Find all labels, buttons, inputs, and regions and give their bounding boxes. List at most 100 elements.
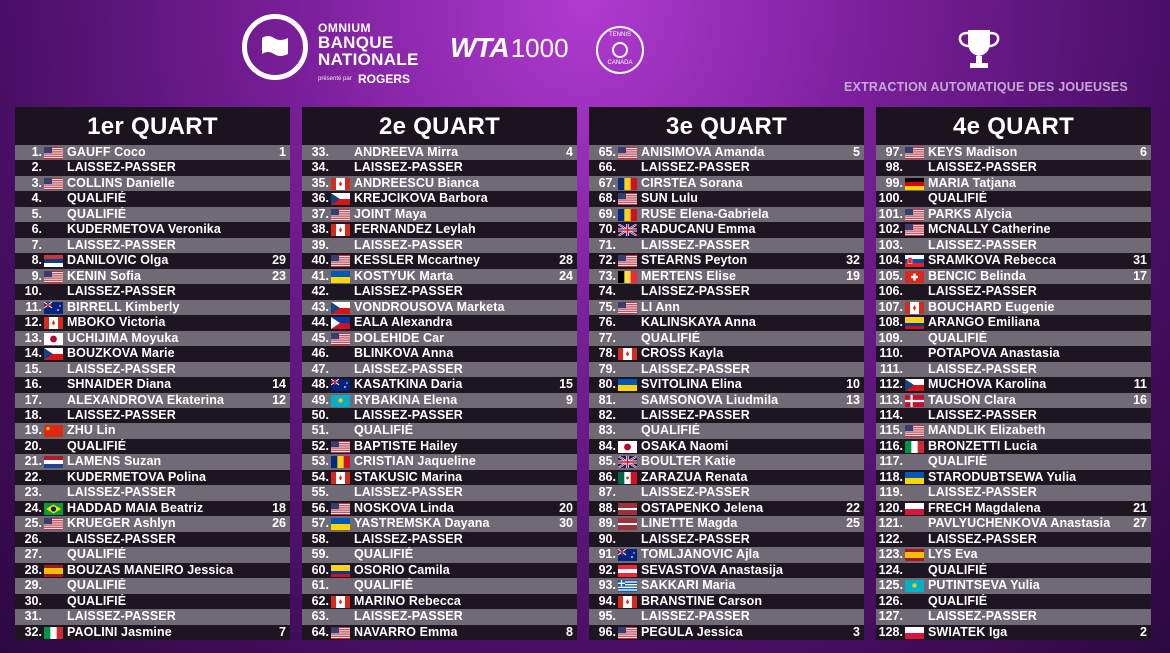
draw-position: 22.	[24, 469, 42, 484]
draw-row: 51. QUALIFIÉ	[302, 423, 577, 439]
draw-row: 64. NAVARRO Emma 8	[302, 624, 577, 640]
seed-number: 3	[853, 624, 860, 639]
draw-row: 14. BOUZKOVA Marie	[15, 346, 290, 362]
quarter-1-panel: 1er QUART 1. GAUFF Coco 1 2. LAISSEZ-PASSER 3…	[15, 107, 290, 640]
draw-row: 7. LAISSEZ-PASSER	[15, 237, 290, 254]
flag-spain-icon	[44, 564, 63, 577]
flag-latvia-icon	[618, 502, 637, 515]
draw-position: 18.	[24, 407, 42, 422]
draw-row: 59. QUALIFIÉ	[302, 547, 577, 563]
seed-number: 28	[559, 253, 573, 268]
player-name: QUALIFIÉ	[641, 330, 701, 345]
draw-position: 56.	[311, 500, 329, 515]
draw-row: 60. OSORIO Camila	[302, 562, 577, 579]
draw-position: 16.	[24, 377, 42, 392]
player-name: BLINKOVA Anna	[354, 346, 454, 361]
flag-romania-icon	[618, 208, 637, 221]
draw-position: 9.	[31, 268, 42, 283]
draw-row: 29. QUALIFIÉ	[15, 578, 290, 594]
draw-position: 109.	[878, 330, 903, 345]
draw-row: 72. STEARNS Peyton 32	[589, 253, 864, 269]
draw-row: 15. LAISSEZ-PASSER	[15, 361, 290, 378]
flag-canada-icon	[331, 224, 350, 237]
draw-position: 63.	[311, 609, 329, 624]
player-name: RUSE Elena-Gabriela	[641, 206, 769, 221]
draw-position: 54.	[311, 469, 329, 484]
draw-row: 104. SRAMKOVA Rebecca 31	[876, 253, 1151, 269]
player-name: PUTINTSEVA Yulia	[928, 578, 1040, 593]
flag-japan-icon	[618, 440, 637, 453]
player-name: QUALIFIÉ	[354, 578, 414, 593]
draw-position: 71.	[598, 237, 616, 252]
draw-row: 75. LI Ann	[589, 299, 864, 316]
draw-position: 37.	[311, 206, 329, 221]
draw-position: 123.	[878, 547, 903, 562]
player-name: BRONZETTI Lucia	[928, 438, 1038, 453]
quarter-3-rows: 65. ANISIMOVA Amanda 5 66. LAISSEZ-PASSER 67.…	[589, 145, 864, 640]
draw-position: 127.	[878, 609, 903, 624]
player-name: DOLEHIDE Car	[354, 330, 445, 345]
player-name: BENCIC Belinda	[928, 268, 1026, 283]
flag-canada-icon	[44, 317, 63, 330]
draw-row: 57. YASTREMSKA Dayana 30	[302, 516, 577, 532]
seed-number: 1	[279, 145, 286, 159]
draw-row: 44. EALA Alexandra	[302, 315, 577, 331]
draw-row: 92. SEVASTOVA Anastasija	[589, 562, 864, 579]
draw-row: 124. QUALIFIÉ	[876, 562, 1151, 579]
player-name: KREJCIKOVA Barbora	[354, 191, 488, 206]
draw-position: 100.	[878, 191, 903, 206]
draw-position: 73.	[598, 268, 616, 283]
quarter-2-rows: 33. ANDREEVA Mirra 4 34. LAISSEZ-PASSER 35. AN…	[302, 145, 577, 640]
draw-position: 55.	[311, 485, 329, 500]
flag-uk-icon	[618, 224, 637, 237]
draw-position: 14.	[24, 346, 42, 361]
draw-position: 50.	[311, 407, 329, 422]
draw-position: 53.	[311, 454, 329, 469]
player-name: LAISSEZ-PASSER	[354, 485, 463, 500]
draw-row: 61. QUALIFIÉ	[302, 578, 577, 594]
flag-japan-icon	[44, 332, 63, 345]
quarter-4-title: 4e QUART	[876, 107, 1151, 145]
seed-number: 27	[1133, 516, 1147, 531]
player-name: CIRSTEA Sorana	[641, 175, 743, 190]
sponsor-line-1: OMNIUM	[318, 21, 371, 35]
player-name: LINETTE Magda	[641, 516, 738, 531]
sponsor-line-2: BANQUE	[318, 33, 394, 52]
flag-usa-icon	[905, 208, 924, 221]
player-name: PAOLINI Jasmine	[67, 624, 172, 639]
player-name: STAKUSIC Marina	[354, 469, 463, 484]
draw-position: 104.	[878, 253, 903, 268]
player-name: KEYS Madison	[928, 145, 1018, 159]
draw-row: 63. LAISSEZ-PASSER	[302, 609, 577, 625]
draw-position: 38.	[311, 222, 329, 237]
draw-row: 113. TAUSON Clara 16	[876, 392, 1151, 408]
draw-position: 79.	[598, 361, 616, 376]
draw-position: 105.	[878, 268, 903, 283]
draw-row: 37. JOINT Maya	[302, 206, 577, 223]
draw-row: 70. RADUCANU Emma	[589, 222, 864, 238]
player-name: KALINSKAYA Anna	[641, 315, 756, 330]
draw-position: 94.	[598, 593, 616, 608]
draw-position: 25.	[24, 516, 42, 531]
player-name: SWIATEK Iga	[928, 624, 1008, 639]
draw-row: 69. RUSE Elena-Gabriela	[589, 206, 864, 223]
player-name: LYS Eva	[928, 547, 978, 562]
draw-position: 90.	[598, 531, 616, 546]
player-name: TAUSON Clara	[928, 392, 1016, 407]
player-name: LAISSEZ-PASSER	[641, 407, 750, 422]
draw-row: 43. VONDROUSOVA Marketa	[302, 299, 577, 316]
player-name: LAISSEZ-PASSER	[67, 485, 176, 500]
draw-row: 80. SVITOLINA Elina 10	[589, 377, 864, 393]
player-name: TOMLJANOVIC Ajla	[641, 547, 760, 562]
player-name: LAISSEZ-PASSER	[928, 407, 1037, 422]
draw-row: 119. LAISSEZ-PASSER	[876, 485, 1151, 501]
player-name: CRISTIAN Jaqueline	[354, 454, 476, 469]
draw-row: 77. QUALIFIÉ	[589, 330, 864, 347]
draw-position: 92.	[598, 562, 616, 577]
player-name: NOSKOVA Linda	[354, 500, 454, 515]
draw-row: 21. LAMENS Suzan	[15, 454, 290, 470]
draw-position: 121.	[878, 516, 903, 531]
player-name: CROSS Kayla	[641, 346, 724, 361]
draw-position: 101.	[878, 206, 903, 221]
player-name: LAISSEZ-PASSER	[641, 237, 750, 252]
